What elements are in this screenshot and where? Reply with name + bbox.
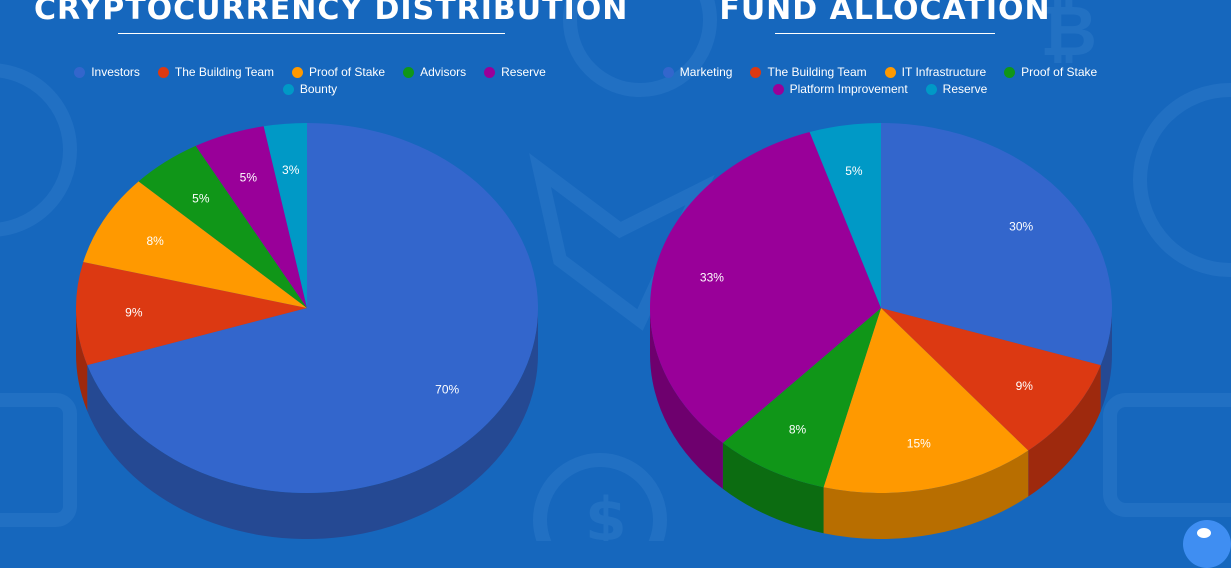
slice-label: 70% <box>435 383 459 397</box>
pie-slice[interactable] <box>823 308 1029 494</box>
slice-label: 5% <box>845 164 863 178</box>
pie-slice[interactable] <box>722 308 881 488</box>
legend-label: Reserve <box>501 65 546 79</box>
pie-slice[interactable] <box>83 181 307 308</box>
legend-swatch <box>282 83 294 95</box>
legend-swatch <box>772 83 784 95</box>
legend-swatch <box>925 83 937 95</box>
pie-slice[interactable] <box>650 132 881 443</box>
title-underline <box>775 33 995 34</box>
legend-label: Reserve <box>942 82 988 96</box>
slice-label: 9% <box>1016 379 1034 393</box>
legend-swatch <box>74 66 86 78</box>
pie-slice-side <box>650 308 723 489</box>
legend-item[interactable]: Proof of Stake <box>1004 65 1097 79</box>
chart-legend: Marketing The Building Team IT Infrastruct… <box>620 65 1140 96</box>
pie-slice[interactable] <box>881 123 1112 366</box>
pie-slice[interactable] <box>881 308 1101 451</box>
slice-label: 5% <box>192 191 210 205</box>
slice-label: 3% <box>282 163 300 177</box>
title-underline <box>118 33 505 34</box>
legend-item[interactable]: The Building Team <box>750 65 867 79</box>
legend-item[interactable]: Reserve <box>484 65 546 79</box>
pie-slice-side <box>1100 308 1112 412</box>
legend-label: Investors <box>91 65 140 79</box>
legend-swatch <box>292 66 304 78</box>
legend-label: IT Infrastructure <box>901 65 987 79</box>
legend-swatch <box>403 66 415 78</box>
pie-slice-side <box>722 442 824 534</box>
pie-charts: 70% 9% 8% 5% 5% 3% 30% 9% 15% 8% 33% 5% <box>76 123 1112 539</box>
pie-slice-side <box>1028 365 1101 497</box>
pie-slice[interactable] <box>76 261 308 366</box>
pie-slice-side <box>87 308 539 539</box>
legend-label: Proof of Stake <box>309 65 386 79</box>
pie-slice[interactable] <box>87 123 538 493</box>
chart-legend: Investors The Building Team Proof of Stake… <box>40 65 580 96</box>
chart-title: CRYPTOCURRENCY DISTRIBUTION <box>34 0 629 27</box>
legend-label: Proof of Stake <box>1021 65 1098 79</box>
pie-chart: 30% 9% 15% 8% 33% 5% <box>650 123 1112 539</box>
chart-title: FUND ALLOCATION <box>719 0 1051 27</box>
slice-label: 8% <box>147 234 165 248</box>
legend-label: The Building Team <box>174 65 275 79</box>
legend-item[interactable]: Bounty <box>282 82 338 96</box>
pie-slice-side <box>823 450 1029 539</box>
legend-swatch <box>484 66 496 78</box>
legend-item[interactable]: IT Infrastructure <box>884 65 987 79</box>
pie-slice[interactable] <box>263 123 307 308</box>
slice-label: 30% <box>1009 219 1033 233</box>
legend-item[interactable]: Advisors <box>403 65 466 79</box>
legend-swatch <box>1004 66 1016 78</box>
legend-label: Bounty <box>299 82 338 96</box>
slice-label: 8% <box>789 423 807 437</box>
legend-swatch <box>750 66 762 78</box>
legend-swatch <box>662 66 674 78</box>
legend-item[interactable]: Platform Improvement <box>772 82 908 96</box>
slice-label: 15% <box>907 436 931 450</box>
legend-label: Advisors <box>420 65 467 79</box>
legend-item[interactable]: The Building Team <box>157 65 275 79</box>
pie-slice-side <box>76 308 88 412</box>
pie-slice[interactable] <box>138 145 307 308</box>
legend-swatch <box>884 66 896 78</box>
chat-icon <box>1197 528 1211 538</box>
legend-label: Platform Improvement <box>789 82 908 96</box>
legend-item[interactable]: Proof of Stake <box>292 65 385 79</box>
slice-label: 9% <box>125 305 143 319</box>
legend-item[interactable]: Investors <box>74 65 140 79</box>
pie-slice[interactable] <box>809 123 881 308</box>
legend-label: Marketing <box>679 65 733 79</box>
slice-label: 33% <box>700 271 724 285</box>
slice-label: 5% <box>240 170 258 184</box>
pie-slice[interactable] <box>195 126 307 308</box>
legend-swatch <box>157 66 169 78</box>
legend-item[interactable]: Reserve <box>925 82 988 96</box>
chat-button[interactable] <box>1183 520 1231 568</box>
legend-label: The Building Team <box>767 65 867 79</box>
pie-chart: 70% 9% 8% 5% 5% 3% <box>76 123 539 539</box>
legend-item[interactable]: Marketing <box>662 65 733 79</box>
